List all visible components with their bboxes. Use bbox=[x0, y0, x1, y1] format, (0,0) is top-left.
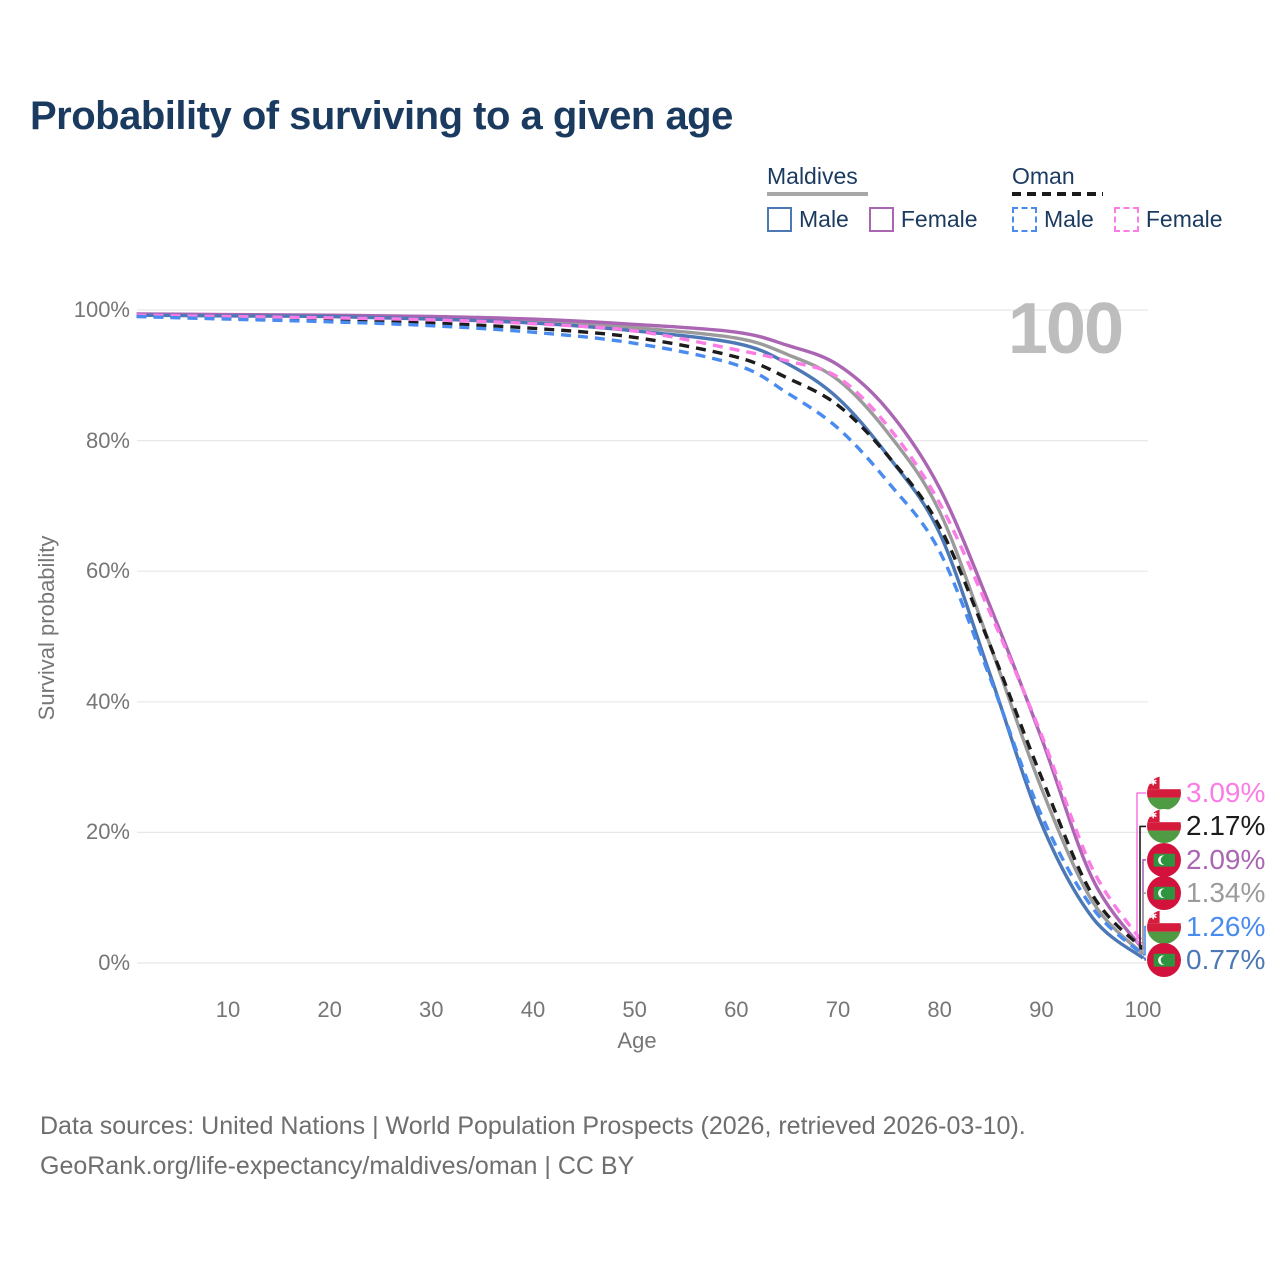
legend-item-label: Male bbox=[1044, 206, 1094, 232]
series-line-oman_total[interactable] bbox=[136, 314, 1145, 950]
legend-item-oman-female[interactable]: Female bbox=[1113, 206, 1223, 233]
page-title: Probability of surviving to a given age bbox=[30, 94, 733, 138]
legend-item-maldives-female[interactable]: Female bbox=[868, 206, 978, 233]
end-label-value: 3.09% bbox=[1186, 777, 1266, 808]
legend-item-maldives-male[interactable]: Male bbox=[767, 206, 849, 233]
legend-group-title: Maldives bbox=[767, 163, 858, 189]
maldives-flag-icon bbox=[1147, 943, 1181, 977]
x-tick-label: 60 bbox=[724, 997, 749, 1022]
end-label-oman_total: 2.17% bbox=[1147, 809, 1266, 844]
legend-swatch bbox=[1113, 207, 1139, 232]
legend-swatch bbox=[1012, 207, 1037, 232]
end-label-connector-maldives_total bbox=[1142, 892, 1146, 955]
footer-sources: Data sources: United Nations | World Pop… bbox=[40, 1112, 1026, 1140]
legend-group-underline bbox=[767, 192, 868, 196]
end-label-connector-maldives_male bbox=[1143, 957, 1146, 961]
x-tick-label: 50 bbox=[622, 997, 647, 1022]
x-tick-label: 20 bbox=[317, 997, 342, 1022]
x-tick-label: 90 bbox=[1029, 997, 1054, 1022]
end-label-connector-maldives_female bbox=[1142, 859, 1146, 950]
x-tick-label: 30 bbox=[419, 997, 444, 1022]
x-tick-label: 100 bbox=[1124, 997, 1162, 1022]
series-line-oman_female[interactable] bbox=[136, 313, 1145, 944]
footer: Data sources: United Nations | World Pop… bbox=[40, 1106, 1026, 1186]
maldives-flag-icon bbox=[1147, 876, 1181, 911]
y-tick-label: 100% bbox=[73, 297, 130, 322]
end-label-value: 2.09% bbox=[1186, 843, 1266, 875]
series-line-oman_male[interactable] bbox=[136, 314, 1145, 957]
end-label-connector-oman_female bbox=[1136, 792, 1146, 944]
oman-flag-icon bbox=[1147, 809, 1181, 844]
end-label-value: 1.34% bbox=[1186, 877, 1266, 909]
x-tick-label: 10 bbox=[215, 997, 241, 1022]
legend-item-label: Female bbox=[900, 206, 978, 232]
x-tick-label: 80 bbox=[927, 997, 952, 1022]
oman-flag-icon bbox=[1147, 909, 1181, 944]
series-line-maldives_total[interactable] bbox=[136, 312, 1145, 956]
maldives-flag-icon bbox=[1147, 842, 1181, 877]
end-label-connector-oman_male bbox=[1143, 925, 1146, 956]
end-label-oman_female: 3.09% bbox=[1147, 776, 1265, 810]
oman-flag-icon bbox=[1147, 776, 1181, 810]
end-label-value: 0.77% bbox=[1186, 944, 1266, 975]
legend-item-oman-male[interactable]: Male bbox=[1012, 206, 1094, 233]
end-label-maldives_total: 1.34% bbox=[1147, 876, 1266, 911]
end-label-oman_male: 1.26% bbox=[1147, 909, 1266, 944]
end-label-value: 2.17% bbox=[1186, 810, 1266, 842]
legend-swatch bbox=[767, 207, 792, 232]
legend-group-maldives: Maldives Male Female bbox=[767, 163, 978, 233]
end-label-value: 1.26% bbox=[1186, 910, 1266, 942]
hover-age-indicator: 100 bbox=[1007, 289, 1124, 369]
legend-item-label: Male bbox=[799, 206, 849, 232]
series-line-maldives_female[interactable] bbox=[136, 312, 1145, 951]
x-axis-title: Age bbox=[617, 1028, 657, 1053]
y-tick-label: 60% bbox=[85, 558, 130, 584]
legend-swatch bbox=[868, 207, 894, 232]
y-tick-label: 80% bbox=[85, 427, 130, 453]
y-tick-label: 0% bbox=[98, 950, 130, 975]
footer-link[interactable]: GeoRank.org/life-expectancy/maldives/oma… bbox=[40, 1152, 635, 1180]
legend-item-label: Female bbox=[1145, 206, 1223, 232]
y-axis-title: Survival probability bbox=[34, 535, 59, 721]
x-tick-label: 70 bbox=[825, 997, 851, 1022]
legend-group-oman: Oman Male Female bbox=[1012, 163, 1223, 233]
legend-group-title: Oman bbox=[1012, 163, 1075, 189]
legend-group-underline bbox=[1012, 192, 1103, 196]
end-label-maldives_female: 2.09% bbox=[1147, 842, 1266, 877]
x-tick-label: 40 bbox=[520, 997, 546, 1022]
y-tick-label: 20% bbox=[85, 819, 130, 845]
end-label-connector-oman_total bbox=[1139, 825, 1146, 950]
end-label-maldives_male: 0.77% bbox=[1147, 943, 1265, 977]
y-tick-label: 40% bbox=[85, 688, 130, 714]
series-line-maldives_male[interactable] bbox=[136, 313, 1145, 960]
